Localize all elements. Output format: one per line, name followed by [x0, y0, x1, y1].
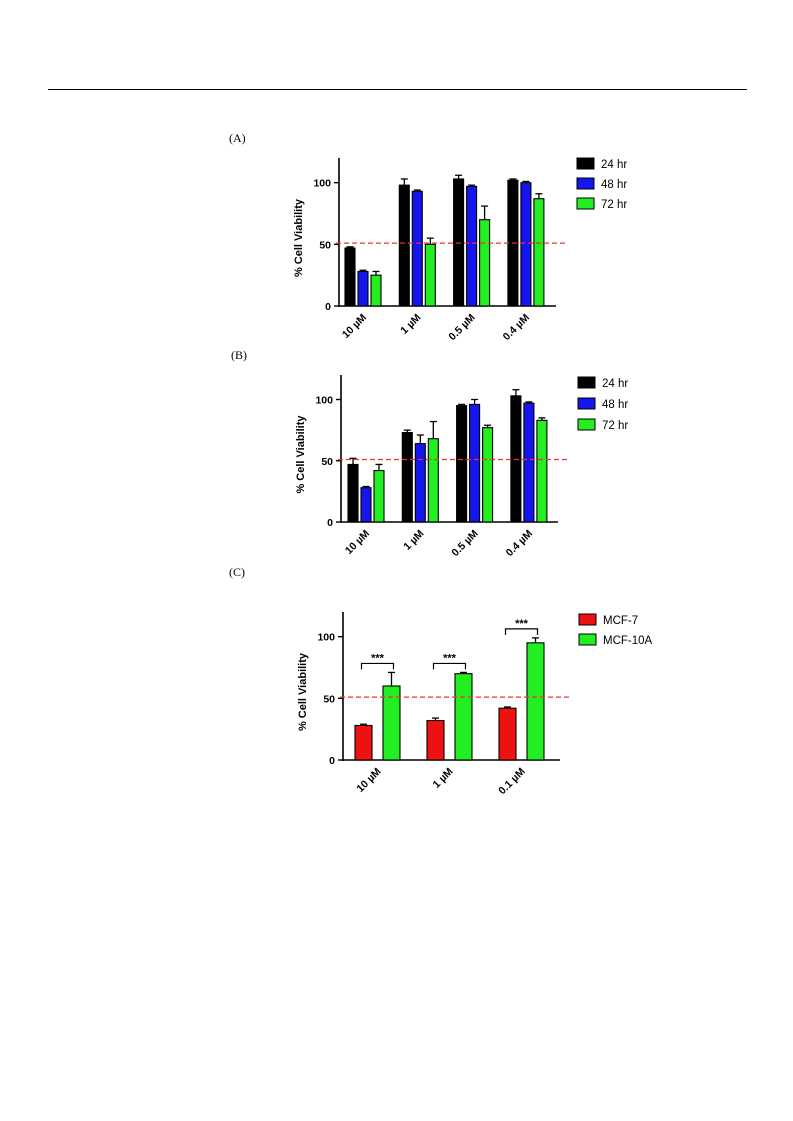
bar — [357, 270, 369, 307]
bar — [469, 403, 481, 523]
y-tick-label: 0 — [329, 755, 335, 767]
legend-label: 48 hr — [602, 399, 628, 411]
bar — [536, 419, 548, 523]
legend-swatch — [577, 418, 596, 431]
bar — [370, 274, 382, 307]
bar — [411, 190, 423, 307]
y-tick-label: 50 — [319, 239, 331, 251]
legend-label: 48 hr — [601, 179, 627, 191]
bar — [424, 243, 436, 307]
header-rule — [48, 89, 747, 90]
legend-label: 24 hr — [601, 159, 627, 171]
panel-label-a: (A) — [229, 131, 246, 145]
bar — [354, 724, 373, 761]
x-tick-label: 0.1 µM — [496, 765, 528, 797]
y-tick-label: 50 — [323, 693, 335, 705]
y-tick-label: 0 — [327, 517, 333, 529]
bar — [398, 184, 410, 307]
legend-label: 72 hr — [602, 420, 628, 432]
significance-bracket — [432, 662, 467, 670]
bar — [401, 432, 413, 523]
bar — [373, 469, 385, 523]
legend-swatch — [577, 376, 596, 389]
significance-label: *** — [515, 618, 529, 630]
legend-swatch — [576, 197, 595, 210]
bar — [479, 219, 491, 307]
y-tick-label: 100 — [315, 395, 333, 407]
y-axis-label: % Cell Viability — [293, 198, 305, 277]
bar — [414, 443, 426, 523]
significance-bracket — [504, 628, 539, 635]
significance-bracket — [360, 662, 395, 670]
y-axis-label: % Cell Viability — [295, 415, 307, 494]
significance-label: *** — [371, 652, 385, 664]
panel-label-c: (C) — [229, 565, 245, 579]
bar — [533, 198, 545, 307]
legend-label: MCF-10A — [603, 635, 653, 647]
y-tick-label: 100 — [313, 178, 331, 190]
legend-swatch — [578, 633, 597, 646]
legend-label: 72 hr — [601, 199, 627, 211]
bar — [466, 185, 478, 307]
bar — [382, 685, 401, 761]
bar — [526, 642, 545, 761]
bar — [427, 438, 439, 523]
y-tick-label: 50 — [321, 456, 333, 468]
bar — [498, 707, 517, 761]
bar — [456, 405, 468, 523]
legend-swatch — [578, 613, 597, 626]
legend-swatch — [577, 397, 596, 410]
bar — [454, 673, 473, 761]
bar — [347, 463, 359, 523]
legend-label: MCF-7 — [603, 615, 638, 627]
significance-label: *** — [443, 652, 457, 664]
legend-label: 24 hr — [602, 378, 628, 390]
bar — [344, 247, 356, 307]
legend-swatch — [576, 177, 595, 190]
y-tick-label: 100 — [317, 632, 335, 644]
bar — [520, 182, 532, 307]
legend-swatch — [576, 157, 595, 170]
panel-label-b: (B) — [231, 348, 247, 362]
y-axis-label: % Cell Viability — [297, 652, 309, 731]
bar — [426, 719, 445, 761]
x-tick-label: 10 µM — [354, 765, 383, 794]
y-tick-label: 0 — [325, 301, 331, 313]
bar — [482, 427, 494, 523]
bar — [360, 487, 372, 523]
x-tick-label: 1 µM — [430, 765, 455, 790]
bar — [523, 402, 535, 523]
